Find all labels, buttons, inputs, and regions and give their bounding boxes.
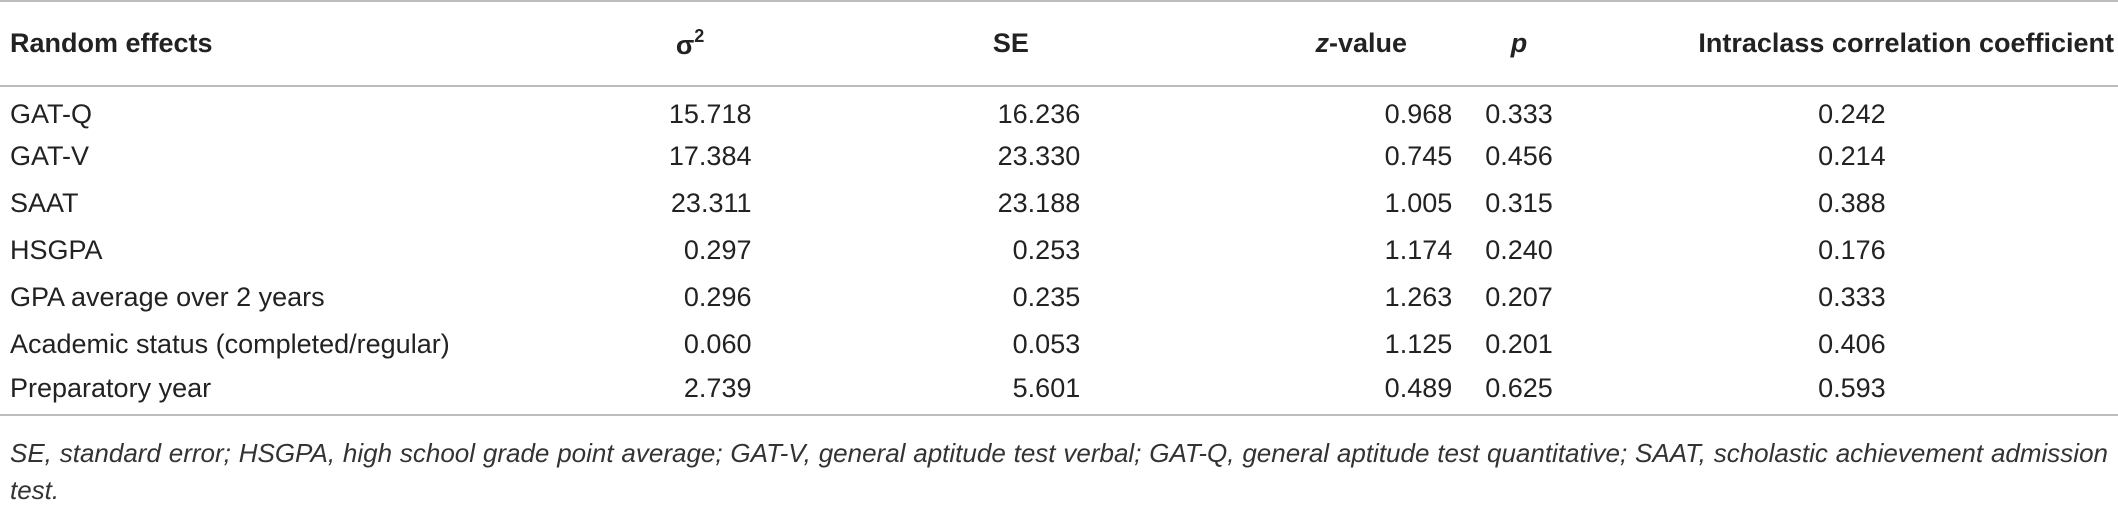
cell-p: 0.625 [1485,372,1553,403]
sigma-superscript: 2 [694,26,705,46]
cell-icc: 0.388 [1818,188,1886,218]
table-row: Academic status (completed/regular) 0.06… [0,321,2118,368]
cell-sigma2: 2.739 [683,372,752,403]
cell-p: 0.456 [1485,141,1553,171]
z-rest: -value [1328,28,1408,58]
table-body: GAT-Q 15.718 16.236 0.968 0.333 0.242 GA… [0,86,2118,415]
cell-p: 0.333 [1485,98,1553,129]
random-effects-table: Random effects σ2 SE z-value p Intraclas… [0,1,2118,415]
cell-se: 23.330 [997,141,1081,171]
cell-z: 1.174 [1384,235,1453,265]
header-se: SE [992,28,1029,58]
cell-se: 23.188 [997,188,1081,218]
table-row: GAT-V 17.384 23.330 0.745 0.456 0.214 [0,133,2118,180]
cell-icc: 0.406 [1818,329,1886,359]
cell-sigma2: 17.384 [668,141,752,171]
table-row: SAAT 23.311 23.188 1.005 0.315 0.388 [0,180,2118,227]
cell-se: 0.253 [1012,235,1081,265]
row-label: GPA average over 2 years [10,282,325,312]
cell-sigma2: 0.296 [683,282,752,312]
z-italic: z [1315,28,1329,58]
cell-icc: 0.214 [1818,141,1886,171]
header-random-effects: Random effects [10,28,213,58]
cell-icc: 0.593 [1818,372,1886,403]
row-label: HSGPA [10,235,103,265]
cell-z: 1.263 [1384,282,1453,312]
cell-p: 0.207 [1485,282,1553,312]
table-row: GPA average over 2 years 0.296 0.235 1.2… [0,274,2118,321]
header-sigma-squared: σ2 [479,1,752,86]
cell-sigma2: 0.060 [683,329,752,359]
cell-se: 0.053 [1012,329,1081,359]
header-icc: Intraclass correlation coefficient [1698,28,2114,58]
header-row: Random effects σ2 SE z-value p Intraclas… [0,1,2118,86]
table-row: HSGPA 0.297 0.253 1.174 0.240 0.176 [0,227,2118,274]
cell-sigma2: 15.718 [668,98,752,129]
cell-se: 0.235 [1012,282,1081,312]
row-label: SAAT [10,188,79,218]
table-row: Preparatory year 2.739 5.601 0.489 0.625… [0,368,2118,415]
cell-p: 0.240 [1485,235,1553,265]
cell-z: 0.489 [1384,372,1453,403]
cell-z: 0.968 [1384,98,1453,129]
cell-sigma2: 0.297 [683,235,752,265]
cell-se: 16.236 [997,98,1081,129]
table-row: GAT-Q 15.718 16.236 0.968 0.333 0.242 [0,86,2118,133]
table-footnote: SE, standard error; HSGPA, high school g… [10,438,2108,505]
cell-icc: 0.176 [1818,235,1886,265]
row-label: Academic status (completed/regular) [10,329,450,359]
sigma-symbol: σ [675,30,695,60]
cell-sigma2: 23.311 [670,188,752,218]
row-label: Preparatory year [10,372,212,403]
cell-z: 1.125 [1384,329,1453,359]
cell-p: 0.201 [1485,329,1553,359]
cell-se: 5.601 [1012,372,1081,403]
cell-icc: 0.333 [1818,282,1886,312]
header-p: p [1510,28,1528,58]
cell-z: 0.745 [1384,141,1453,171]
cell-z: 1.005 [1384,188,1453,218]
table-header: Random effects σ2 SE z-value p Intraclas… [0,1,2118,86]
cell-icc: 0.242 [1818,98,1886,129]
cell-p: 0.315 [1485,188,1553,218]
row-label: GAT-Q [10,98,93,129]
header-z-value: z-value [1080,1,1452,86]
row-label: GAT-V [10,141,90,171]
